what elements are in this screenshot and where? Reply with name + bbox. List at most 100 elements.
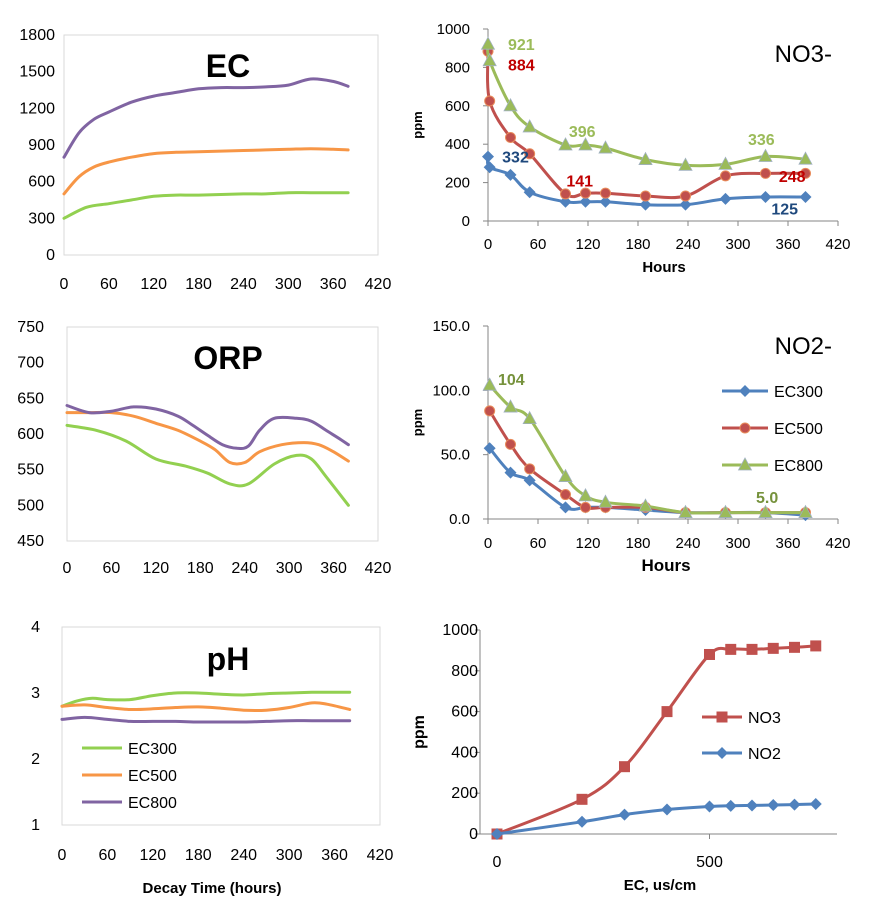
data-point (482, 52, 497, 67)
series-line-3 (62, 77, 350, 159)
data-label: 5.0 (756, 490, 778, 507)
legend-label: EC500 (128, 768, 177, 785)
x-tick-label: 300 (276, 847, 303, 864)
x-tick-label: 240 (675, 535, 700, 552)
data-point (639, 198, 652, 211)
x-tick-label: 120 (140, 847, 167, 864)
x-tick-label: 300 (725, 535, 750, 552)
series-line (62, 191, 350, 220)
series-line-3 (65, 404, 350, 450)
data-point (560, 188, 571, 200)
y-tick-label: 200 (451, 785, 478, 802)
x-tick-label: 240 (231, 560, 258, 577)
data-point (505, 131, 516, 143)
y-tick-label: 1000 (437, 21, 470, 38)
data-point (504, 466, 517, 479)
chart-title: NO3- (775, 41, 832, 68)
chart-panel-3: 0 60 120 180 240 300 360 420 450 500 550 600 650 700 7… (17, 319, 391, 577)
x-tick-label: 60 (103, 560, 121, 577)
plot-frame (66, 326, 379, 542)
data-point (679, 198, 692, 211)
data-point (661, 706, 673, 718)
x-tick-label: 0 (493, 854, 502, 871)
data-point (724, 799, 737, 812)
x-tick-label: 300 (276, 560, 303, 577)
data-point (598, 494, 613, 508)
plot-frame (61, 626, 381, 826)
series-no2 (491, 798, 822, 840)
x-tick-label: 60 (530, 535, 547, 552)
series-ec800 (60, 715, 352, 724)
x-tick-label: 500 (696, 854, 723, 871)
y-tick-label: 550 (17, 462, 44, 479)
data-point (638, 151, 653, 165)
y-tick-label: 400 (445, 136, 470, 153)
data-point (638, 498, 653, 512)
y-tick-label: 1800 (19, 27, 55, 44)
y-tick-label: 800 (445, 59, 470, 76)
x-tick-label: 420 (365, 276, 392, 293)
y-axis-label: ppm (410, 409, 425, 436)
data-point (800, 167, 811, 179)
data-point (480, 36, 496, 50)
y-tick-label: 2 (31, 751, 40, 768)
data-point (576, 793, 588, 805)
data-point (482, 377, 497, 391)
data-point (759, 191, 772, 203)
y-tick-label: 900 (28, 137, 55, 154)
series-line-1 (62, 191, 350, 220)
x-tick-label: 0 (63, 560, 72, 577)
y-tick-label: 1200 (19, 100, 55, 117)
x-axis-label: Hours (642, 259, 685, 276)
y-tick-label: 700 (17, 355, 44, 372)
chart-panel-6: 0 500 0 200 400 600 800 1000 EC, us/cm ppm NO3 NO2 (411, 622, 837, 894)
data-point (719, 192, 732, 205)
plot-frame (63, 34, 379, 256)
data-point (598, 140, 613, 154)
data-point (504, 168, 517, 181)
data-point (718, 504, 733, 518)
x-tick-label: 420 (825, 236, 850, 253)
data-point (483, 442, 496, 455)
data-point (746, 799, 758, 812)
data-point (661, 803, 673, 816)
data-point (600, 187, 611, 199)
data-point (578, 137, 593, 151)
data-point (767, 642, 779, 654)
y-tick-label: 200 (445, 175, 470, 192)
data-point (798, 151, 813, 165)
legend-label: NO2 (748, 746, 781, 763)
series-line-3 (480, 36, 813, 171)
data-point (619, 761, 630, 773)
x-axis-label: Hours (641, 556, 690, 575)
y-tick-label: 500 (17, 497, 44, 514)
data-point (482, 150, 494, 163)
data-point (558, 137, 573, 151)
x-tick-label: 60 (99, 847, 117, 864)
data-point (559, 501, 572, 514)
x-tick-label: 0 (60, 276, 69, 293)
x-tick-label: 360 (320, 560, 347, 577)
series-line (65, 410, 350, 466)
legend: EC300 EC500 EC800 (82, 741, 177, 812)
y-tick-label: 600 (28, 174, 55, 191)
data-point (580, 501, 591, 513)
data-point (789, 641, 800, 653)
x-tick-label: 360 (775, 236, 800, 253)
series-line (486, 49, 807, 200)
data-label: 332 (502, 150, 529, 167)
data-point (758, 148, 773, 162)
x-tick-label: 0 (58, 847, 67, 864)
data-point (767, 799, 780, 812)
data-label: 104 (498, 372, 525, 389)
data-point (523, 474, 536, 487)
y-tick-label: 600 (445, 98, 470, 115)
data-point (618, 808, 631, 821)
chart-title: ORP (193, 340, 262, 376)
chart-panel-5: 0 60 120 180 240 300 360 420 1 2 3 4 pH Decay Time (h… (31, 619, 393, 897)
y-tick-label: 750 (17, 319, 44, 336)
data-point (484, 95, 496, 107)
y-tick-label: 150.0 (432, 318, 470, 335)
data-point (678, 504, 693, 518)
